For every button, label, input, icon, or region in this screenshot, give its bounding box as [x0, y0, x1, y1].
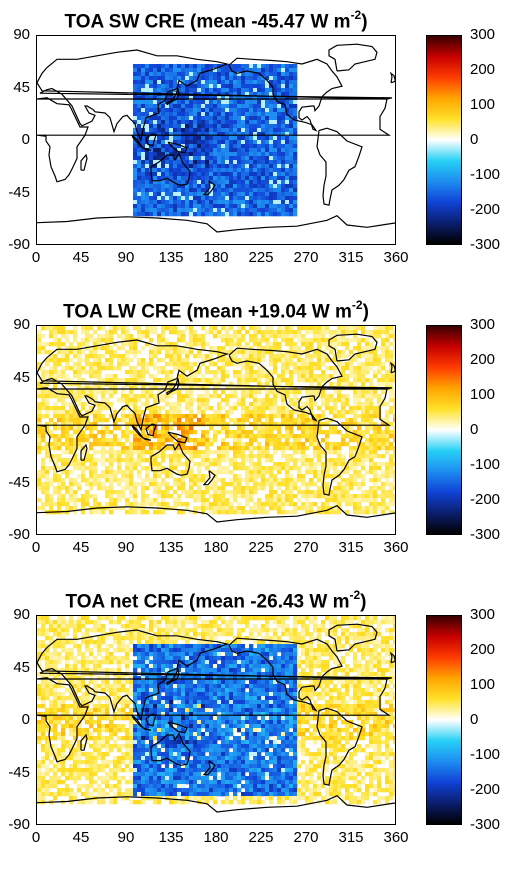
x-tick-label: 135: [151, 250, 191, 266]
colorbar-tick-label: 100: [470, 97, 495, 113]
colorbar: [426, 615, 462, 825]
map-svg: [37, 36, 396, 245]
x-tick-label: 0: [16, 540, 56, 556]
colorbar-tick-label: -300: [470, 817, 500, 833]
colorbar-tick-label: 100: [470, 677, 495, 693]
y-tick-label: 45: [0, 80, 30, 96]
colorbar-tick-label: -200: [470, 492, 500, 508]
x-tick-label: 90: [106, 250, 146, 266]
coastline: [37, 216, 396, 232]
cre-field: [37, 326, 396, 514]
colorbar-tick-label: 0: [470, 422, 478, 438]
colorbar-tick-label: 300: [470, 317, 495, 333]
x-tick-label: 315: [331, 540, 371, 556]
x-tick-label: 360: [376, 540, 416, 556]
colorbar-tick-label: -300: [470, 237, 500, 253]
colorbar: [426, 325, 462, 535]
x-tick-label: 90: [106, 830, 146, 846]
x-tick-label: 315: [331, 250, 371, 266]
x-tick-label: 135: [151, 540, 191, 556]
x-tick-label: 135: [151, 830, 191, 846]
x-tick-label: 360: [376, 830, 416, 846]
title-suffix: ): [361, 11, 367, 32]
map-svg: [37, 326, 396, 535]
y-tick-label: 0: [0, 712, 30, 728]
map-svg: [37, 616, 396, 825]
title-suffix: ): [360, 591, 366, 612]
panel-net: TOA net CRE (mean -26.43 W m-2) 90 45 0 -45 -…: [0, 584, 519, 872]
title-text: TOA net CRE (mean -26.43 W m: [65, 591, 349, 612]
y-tick-label: 45: [0, 370, 30, 386]
map-area: [36, 615, 396, 825]
y-tick-label: -45: [0, 475, 30, 491]
x-tick-label: 270: [286, 540, 326, 556]
x-tick-label: 270: [286, 830, 326, 846]
map-area: [36, 325, 396, 535]
colorbar-tick-label: 0: [470, 712, 478, 728]
x-tick-label: 180: [196, 830, 236, 846]
x-tick-label: 90: [106, 540, 146, 556]
colorbar-tick-label: 100: [470, 387, 495, 403]
panel-title: TOA LW CRE (mean +19.04 W m-2): [36, 294, 396, 324]
y-tick-label: 90: [0, 27, 30, 43]
y-tick-label: -45: [0, 185, 30, 201]
title-text: TOA LW CRE (mean +19.04 W m: [63, 301, 352, 322]
y-tick-label: 90: [0, 317, 30, 333]
colorbar: [426, 35, 462, 245]
colorbar-tick-label: -200: [470, 782, 500, 798]
title-exponent: -2: [351, 8, 362, 22]
cre-field: [37, 616, 396, 804]
title-text: TOA SW CRE (mean -45.47 W m: [64, 11, 350, 32]
y-tick-label: -45: [0, 765, 30, 781]
title-exponent: -2: [352, 298, 363, 312]
x-tick-label: 360: [376, 250, 416, 266]
x-tick-label: 180: [196, 540, 236, 556]
x-tick-label: 45: [61, 540, 101, 556]
colorbar-tick-label: 0: [470, 132, 478, 148]
coastline: [329, 44, 377, 71]
panel-title: TOA net CRE (mean -26.43 W m-2): [36, 584, 396, 614]
x-tick-label: 315: [331, 830, 371, 846]
y-tick-label: 0: [0, 132, 30, 148]
coastline: [81, 155, 87, 170]
x-tick-label: 45: [61, 250, 101, 266]
y-tick-label: 45: [0, 660, 30, 676]
coastline: [317, 128, 362, 205]
x-tick-label: 0: [16, 250, 56, 266]
colorbar-tick-label: -100: [470, 167, 500, 183]
colorbar-tick-label: 200: [470, 642, 495, 658]
colorbar-tick-label: 300: [470, 27, 495, 43]
y-tick-label: 0: [0, 422, 30, 438]
colorbar-tick-label: 200: [470, 62, 495, 78]
x-tick-label: 225: [241, 830, 281, 846]
map-area: [36, 35, 396, 245]
colorbar-tick-label: -200: [470, 202, 500, 218]
colorbar-tick-label: -100: [470, 457, 500, 473]
colorbar-tick-label: -300: [470, 527, 500, 543]
coastline: [391, 73, 395, 82]
y-tick-label: 90: [0, 607, 30, 623]
x-tick-label: 225: [241, 540, 281, 556]
x-tick-label: 270: [286, 250, 326, 266]
x-tick-label: 0: [16, 830, 56, 846]
x-tick-label: 225: [241, 250, 281, 266]
colorbar-tick-label: 200: [470, 352, 495, 368]
title-suffix: ): [363, 301, 369, 322]
colorbar-tick-label: 300: [470, 607, 495, 623]
colorbar-tick-label: -100: [470, 747, 500, 763]
panel-title: TOA SW CRE (mean -45.47 W m-2): [36, 4, 396, 34]
x-tick-label: 180: [196, 250, 236, 266]
title-exponent: -2: [350, 588, 361, 602]
x-tick-label: 45: [61, 830, 101, 846]
